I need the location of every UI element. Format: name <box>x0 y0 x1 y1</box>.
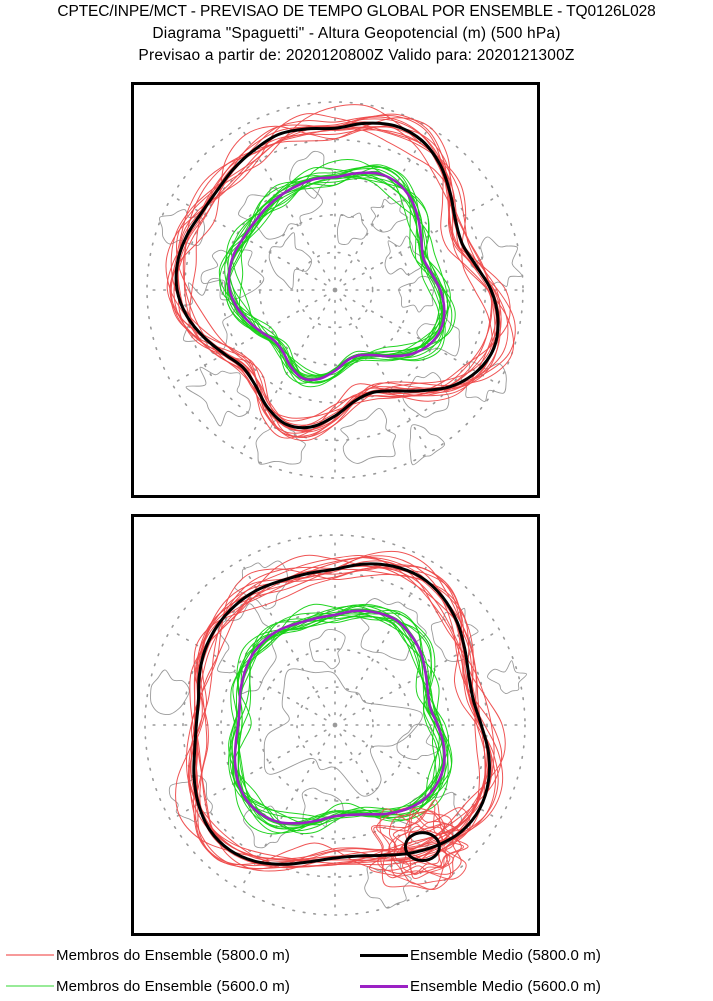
legend-item-members-5800: Membros do Ensemble (5800.0 m) <box>6 941 290 969</box>
title-line-diagram: Diagrama "Spaguetti" - Altura Geopotenci… <box>152 25 561 42</box>
legend-label-members-5800: Membros do Ensemble (5800.0 m) <box>56 946 290 964</box>
northern-hemisphere-panel <box>131 82 540 498</box>
chart-legend: Membros do Ensemble (5800.0 m) Ensemble … <box>0 941 713 1001</box>
legend-item-members-5600: Membros do Ensemble (5600.0 m) <box>6 972 290 1000</box>
legend-label-members-5600: Membros do Ensemble (5600.0 m) <box>56 977 290 995</box>
legend-label-mean-5800: Ensemble Medio (5800.0 m) <box>410 946 601 964</box>
title-line-product: CPTEC/INPE/MCT - PREVISAO DE TEMPO GLOBA… <box>57 3 656 20</box>
southern-hemisphere-panel <box>131 514 540 936</box>
chart-title-block: CPTEC/INPE/MCT - PREVISAO DE TEMPO GLOBA… <box>0 0 713 67</box>
legend-label-mean-5600: Ensemble Medio (5600.0 m) <box>410 977 601 995</box>
legend-item-mean-5800: Ensemble Medio (5800.0 m) <box>360 941 601 969</box>
legend-item-mean-5600: Ensemble Medio (5600.0 m) <box>360 972 601 1000</box>
legend-swatch-mean-5600 <box>360 984 408 988</box>
legend-swatch-mean-5800 <box>360 953 408 957</box>
northern-hemisphere-map <box>146 101 524 479</box>
southern-hemisphere-map <box>144 534 527 916</box>
title-line-times: Previsao a partir de: 2020120800Z Valido… <box>138 47 575 64</box>
legend-swatch-members-5600 <box>6 985 54 987</box>
legend-swatch-members-5800 <box>6 954 54 956</box>
